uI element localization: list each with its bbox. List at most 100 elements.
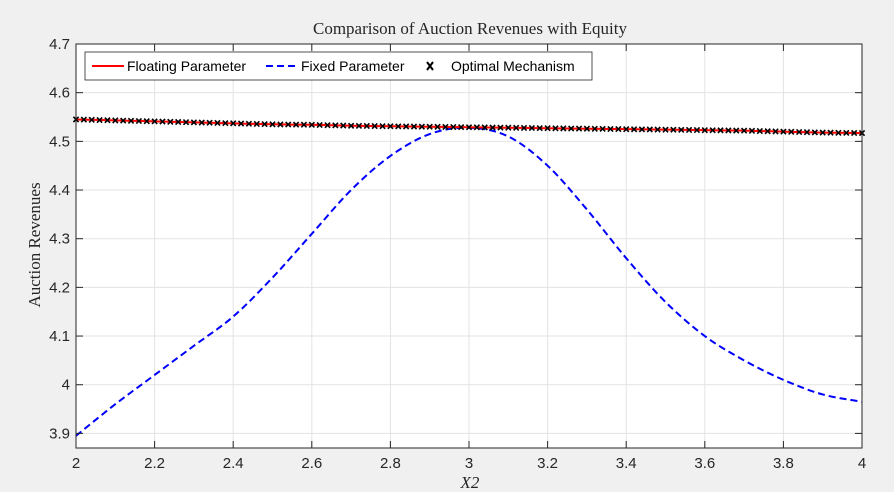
marker-stroke	[473, 124, 481, 131]
marker-stroke	[599, 125, 606, 133]
optimal-mechanism-marker	[387, 123, 394, 130]
marker-stroke	[764, 128, 771, 135]
marker-stroke	[402, 123, 410, 130]
marker-stroke	[520, 124, 528, 132]
marker-stroke	[285, 121, 292, 128]
marker-stroke	[261, 120, 268, 128]
optimal-mechanism-marker	[512, 124, 520, 131]
x-tick-label: 4	[858, 455, 866, 472]
marker-stroke	[190, 119, 198, 126]
marker-stroke	[143, 118, 150, 125]
marker-stroke	[512, 124, 520, 131]
marker-stroke	[654, 126, 661, 133]
optimal-mechanism-marker	[489, 124, 496, 131]
marker-stroke	[96, 116, 103, 124]
marker-stroke	[222, 119, 229, 127]
marker-stroke	[693, 126, 701, 134]
optimal-mechanism-marker	[127, 117, 135, 124]
marker-stroke	[607, 125, 614, 133]
x-tick-label: 2	[72, 455, 80, 472]
optimal-mechanism-marker	[583, 125, 591, 132]
marker-stroke	[646, 126, 653, 133]
optimal-mechanism-marker	[544, 125, 551, 132]
optimal-mechanism-marker	[678, 126, 685, 134]
marker-stroke	[426, 123, 433, 130]
optimal-mechanism-marker	[206, 119, 213, 126]
optimal-mechanism-marker	[615, 125, 622, 133]
optimal-mechanism-marker	[261, 120, 268, 128]
optimal-mechanism-marker	[363, 122, 370, 130]
y-tick-label: 4.6	[49, 85, 70, 102]
optimal-mechanism-marker	[638, 126, 646, 133]
marker-stroke	[88, 116, 95, 124]
marker-stroke	[717, 127, 724, 134]
marker-stroke	[450, 123, 457, 131]
marker-stroke	[112, 117, 119, 124]
optimal-mechanism-marker	[701, 126, 708, 134]
marker-stroke	[363, 122, 370, 130]
y-tick-label: 4	[62, 377, 70, 394]
marker-stroke	[442, 123, 449, 131]
marker-stroke	[615, 125, 622, 133]
optimal-mechanism-marker	[536, 124, 543, 132]
optimal-mechanism-marker	[497, 124, 504, 131]
optimal-mechanism-marker	[693, 126, 701, 134]
marker-stroke	[253, 120, 260, 128]
optimal-mechanism-marker	[214, 119, 221, 127]
optimal-mechanism-marker	[560, 125, 567, 132]
marker-stroke	[630, 126, 638, 133]
optimal-mechanism-marker	[316, 121, 323, 129]
marker-stroke	[182, 119, 190, 126]
optimal-mechanism-marker	[709, 127, 716, 134]
marker-stroke	[685, 126, 693, 134]
marker-stroke	[733, 127, 740, 134]
marker-stroke	[198, 119, 205, 126]
x-tick-label: 2.2	[144, 455, 165, 472]
optimal-mechanism-marker	[285, 121, 292, 128]
optimal-mechanism-marker	[685, 126, 693, 134]
marker-stroke	[127, 117, 135, 124]
optimal-mechanism-marker	[300, 121, 308, 128]
optimal-mechanism-marker	[780, 128, 787, 135]
optimal-mechanism-marker	[764, 128, 771, 135]
optimal-mechanism-marker	[607, 125, 614, 133]
marker-stroke	[835, 129, 842, 136]
optimal-mechanism-marker	[277, 121, 284, 128]
optimal-mechanism-marker	[379, 122, 386, 130]
marker-stroke	[277, 121, 284, 128]
optimal-mechanism-marker	[748, 127, 756, 135]
marker-stroke	[387, 123, 394, 130]
marker-stroke	[591, 125, 598, 132]
marker-stroke	[850, 129, 858, 137]
legend-label-fixed: Fixed Parameter	[301, 58, 405, 74]
optimal-mechanism-marker	[292, 121, 300, 128]
marker-stroke	[347, 122, 355, 129]
y-tick-label: 4.7	[49, 36, 70, 53]
x-tick-label: 3.6	[694, 455, 715, 472]
optimal-mechanism-marker	[772, 128, 779, 135]
optimal-mechanism-marker	[457, 123, 465, 131]
optimal-mechanism-marker	[843, 129, 850, 137]
optimal-mechanism-marker	[850, 129, 858, 137]
marker-stroke	[300, 121, 308, 128]
optimal-mechanism-marker	[442, 123, 449, 131]
optimal-mechanism-marker	[182, 119, 190, 126]
marker-stroke	[772, 128, 779, 135]
marker-stroke	[269, 121, 276, 128]
marker-stroke	[308, 121, 315, 128]
optimal-mechanism-marker	[591, 125, 598, 132]
optimal-mechanism-marker	[410, 123, 418, 130]
optimal-mechanism-marker	[143, 118, 150, 125]
x-axis-label: X2	[460, 473, 480, 492]
marker-stroke	[803, 129, 811, 136]
marker-stroke	[795, 128, 803, 136]
marker-stroke	[379, 122, 386, 130]
marker-stroke	[780, 128, 787, 135]
marker-stroke	[788, 128, 795, 135]
legend-label-optimal: Optimal Mechanism	[451, 58, 575, 74]
marker-stroke	[560, 125, 567, 132]
marker-stroke	[740, 127, 748, 134]
y-tick-label: 4.3	[49, 231, 70, 248]
optimal-mechanism-marker	[135, 117, 143, 125]
